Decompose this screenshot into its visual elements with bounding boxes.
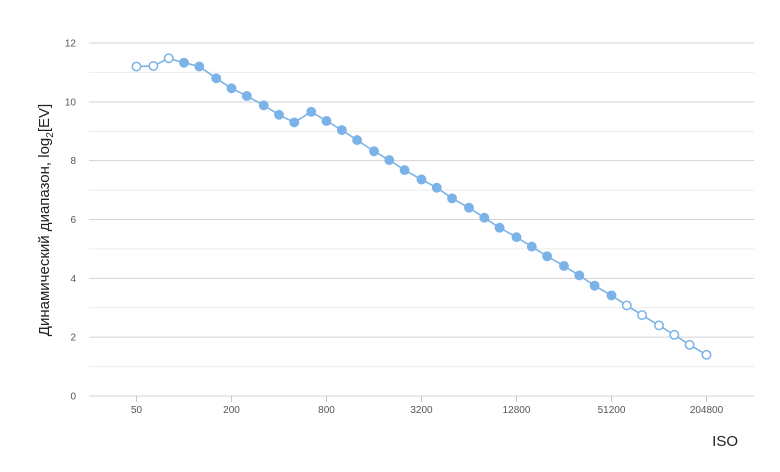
data-point-filled — [479, 212, 490, 223]
x-tick-label: 12800 — [503, 405, 531, 416]
data-point-hollow — [701, 349, 712, 360]
y-axis-title: Динамический диапазон, log2[EV] — [36, 104, 56, 336]
data-point-hollow — [131, 61, 142, 72]
y-tick-label: 4 — [70, 274, 76, 285]
x-tick-label: 800 — [318, 405, 335, 416]
data-point-filled — [384, 155, 395, 166]
data-point-hollow — [621, 300, 632, 311]
x-axis-title: ISO — [712, 433, 738, 450]
series-line — [136, 57, 707, 356]
data-point-filled — [526, 241, 537, 252]
data-point-filled — [447, 193, 458, 204]
data-point-filled — [574, 270, 585, 281]
x-tick-label: 51200 — [598, 405, 626, 416]
y-tick-label: 0 — [70, 392, 76, 403]
x-tick-label: 3200 — [410, 405, 433, 416]
data-point-hollow — [654, 320, 664, 331]
data-point-filled — [494, 222, 505, 233]
x-tick-label: 50 — [131, 405, 143, 416]
data-point-filled — [431, 182, 442, 193]
data-point-filled — [226, 83, 237, 94]
x-tick-label: 204800 — [690, 405, 724, 416]
data-point-filled — [274, 109, 284, 120]
data-point-filled — [306, 106, 317, 117]
data-point-filled — [258, 100, 269, 111]
data-point-filled — [289, 117, 300, 128]
y-axis-title-subscript: 2 — [45, 132, 56, 138]
data-point-filled — [606, 290, 617, 301]
data-point-filled — [179, 57, 189, 68]
y-tick-label: 10 — [65, 97, 77, 108]
data-point-filled — [542, 251, 553, 262]
data-point-filled — [336, 125, 347, 136]
data-point-hollow — [669, 329, 680, 340]
data-point-filled — [369, 146, 379, 157]
x-axis-ticks: 50 200 800 3200 12800 51200 204800 — [131, 396, 724, 416]
y-tick-label: 2 — [70, 333, 76, 344]
data-point-hollow — [684, 339, 695, 350]
y-axis-ticks: 0 2 4 6 8 10 12 — [65, 39, 77, 403]
y-axis-title-main: Динамический диапазон, log — [36, 138, 53, 336]
data-point-filled — [464, 202, 474, 213]
y-axis-title-suffix: [EV] — [36, 104, 53, 132]
data-point-filled — [352, 135, 363, 146]
x-tick-label: 200 — [223, 405, 240, 416]
data-point-filled — [559, 261, 569, 271]
y-tick-label: 6 — [70, 215, 76, 226]
y-tick-label: 12 — [65, 39, 77, 50]
data-point-filled — [399, 165, 410, 176]
data-point-filled — [194, 61, 205, 72]
data-point-hollow — [148, 60, 159, 71]
data-point-filled — [211, 73, 222, 84]
data-point-filled — [511, 232, 522, 243]
data-point-filled — [241, 91, 252, 101]
data-point-filled — [589, 280, 600, 291]
data-point-hollow — [637, 310, 648, 321]
data-point-filled — [321, 116, 332, 126]
data-point-filled — [416, 174, 427, 185]
gridlines — [89, 42, 754, 397]
series-line-group — [136, 57, 707, 356]
y-tick-label: 8 — [70, 156, 76, 167]
series-points — [131, 53, 712, 360]
data-point-hollow — [163, 53, 174, 64]
